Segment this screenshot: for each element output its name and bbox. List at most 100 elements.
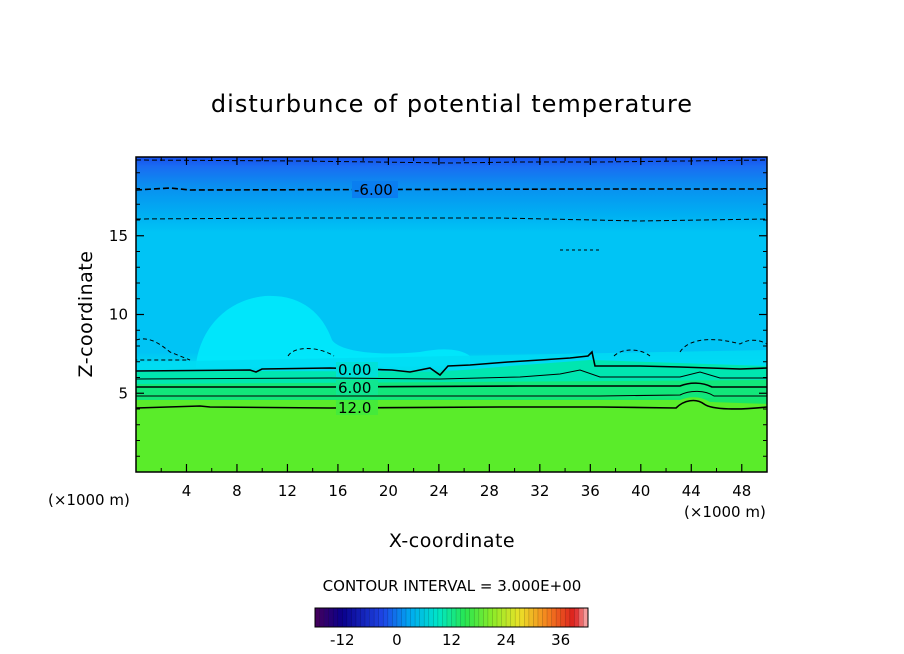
colorbar-swatch (474, 608, 480, 627)
x-unit-right: (×1000 m) (684, 503, 766, 521)
x-tick-label: 16 (328, 482, 347, 500)
x-tick-label: 12 (278, 482, 297, 500)
contour-label-12: 12.0 (338, 399, 371, 417)
y-tick-label: 10 (109, 306, 128, 324)
colorbar-ticks: -12 0 12 24 36 (330, 631, 570, 649)
contour-minus-3-right-b (679, 339, 767, 353)
x-tick-label: 20 (379, 482, 398, 500)
colorbar-swatch (446, 608, 452, 627)
colorbar-swatch (578, 608, 584, 627)
colorbar-swatch (560, 608, 566, 627)
colorbar-swatch (460, 608, 466, 627)
contour-minus-3-right-a (613, 349, 651, 357)
contour-label-bg-minus6 (352, 181, 398, 198)
lime-band (136, 397, 767, 472)
colorbar-swatch (547, 608, 552, 627)
colorbar-swatch (346, 608, 352, 627)
contour-label-bg-0 (336, 362, 378, 377)
plot-area (136, 157, 767, 472)
colorbar-swatch (396, 608, 402, 627)
y-tick-label: 15 (109, 227, 128, 245)
colorbar-swatch (583, 608, 589, 627)
colorbar-swatch (569, 608, 575, 627)
colorbar-tick-label: 0 (392, 631, 402, 649)
colorbar-swatch (419, 608, 425, 627)
colorbar-swatch (410, 608, 416, 627)
colorbar-swatch (537, 608, 543, 627)
x-tick-label: 48 (732, 482, 751, 500)
colorbar-swatch (401, 608, 407, 627)
colorbar-swatch (551, 608, 557, 627)
contour-minus-6 (136, 187, 767, 191)
contour-label-6: 6.00 (338, 379, 371, 397)
colorbar-swatch (369, 608, 375, 627)
x-tick-label: 28 (480, 482, 499, 500)
x-tick-label: 36 (581, 482, 600, 500)
colorbar-swatch (333, 608, 339, 627)
colorbar-tick-label: -12 (330, 631, 355, 649)
colorbar-swatch (387, 608, 393, 627)
colorbar-swatch (342, 608, 348, 627)
colorbar-swatch (428, 608, 434, 627)
contour-3 (136, 369, 767, 380)
x-tick-label: 32 (530, 482, 549, 500)
y-axis-label: Z-coordinate (75, 251, 97, 378)
colorbar-swatch (406, 608, 411, 627)
colorbar-swatch (365, 608, 370, 627)
colorbar-swatch (456, 608, 461, 627)
colorbar-swatch (355, 608, 361, 627)
colorbar-swatch (533, 608, 539, 627)
colorbar-swatch (515, 608, 521, 627)
contour-interval: CONTOUR INTERVAL = 3.000E+00 (323, 577, 582, 595)
x-tick-label: 4 (182, 482, 192, 500)
colorbar-swatch (437, 608, 443, 627)
colorbar-swatch (319, 608, 325, 627)
x-axis-label: X-coordinate (389, 530, 515, 552)
colorbar-swatch (524, 608, 530, 627)
cyan-anomaly-region (196, 295, 470, 368)
colorbar-swatch (351, 608, 357, 627)
colorbar-swatch (574, 608, 580, 627)
x-tick-label: 24 (429, 482, 448, 500)
contour-minus-3 (136, 217, 767, 222)
contour-minus-3-mid (287, 348, 335, 357)
chart-title: disturbunce of potential temperature (211, 90, 693, 118)
colorbar-swatch (519, 608, 525, 627)
contour-0 (136, 350, 767, 377)
colorbar-swatch (478, 608, 484, 627)
colorbar-tick-label: 12 (442, 631, 461, 649)
colorbar-tick-label: 36 (551, 631, 570, 649)
colorbar-swatch (392, 608, 398, 627)
colorbar-swatch (542, 608, 548, 627)
x-tick-label: 44 (682, 482, 701, 500)
contour-6 (136, 382, 767, 388)
colorbar-frame (314, 607, 589, 628)
contour-9 (136, 390, 767, 397)
x-unit-left: (×1000 m) (48, 491, 130, 509)
colorbar-swatch (383, 608, 389, 627)
colorbar-swatch (469, 608, 475, 627)
colorbar-swatch (565, 608, 571, 627)
colorbar-swatch (315, 608, 320, 627)
contour-label-minus6: -6.00 (354, 181, 393, 199)
colorbar-swatch (360, 608, 366, 627)
colorbar-swatch (337, 608, 343, 627)
contour-minus-9 (136, 159, 767, 164)
y-axis: 5 10 15 (109, 172, 767, 457)
colorbar-swatch (374, 608, 379, 627)
contour-minus-3-left (136, 338, 191, 361)
x-tick-label: 8 (232, 482, 242, 500)
colorbar-swatch (424, 608, 430, 627)
colorbar-swatch (510, 608, 516, 627)
colorbar-swatch (415, 608, 420, 627)
x-tick-label: 40 (631, 482, 650, 500)
colorbar-swatch (483, 608, 489, 627)
colorbar-tick-label: 24 (497, 631, 516, 649)
contour-label-0: 0.00 (338, 361, 371, 379)
colorbar-swatch (442, 608, 448, 627)
colorbar-swatch (324, 608, 329, 627)
colorbar-swatch (492, 608, 498, 627)
colorbar-swatch (528, 608, 534, 627)
contour-label-bg-12 (336, 400, 378, 415)
